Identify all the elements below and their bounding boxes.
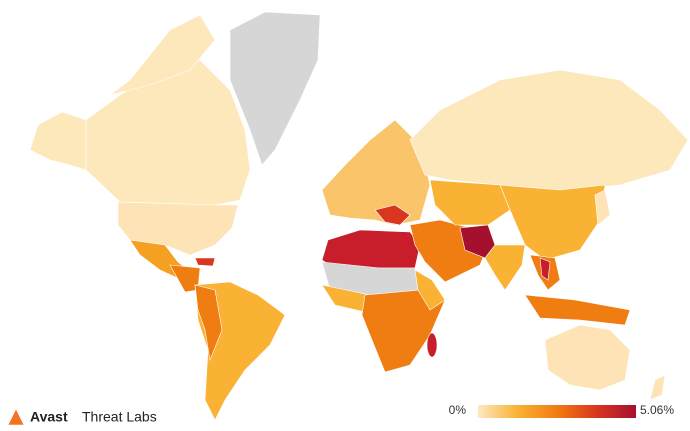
- south-america-west: [194, 284, 223, 362]
- indochina: [539, 257, 551, 281]
- russia: [409, 69, 689, 191]
- europe: [321, 119, 431, 226]
- usa: [117, 201, 239, 256]
- map: [29, 11, 689, 421]
- canada: [85, 59, 251, 206]
- brand: Avast Threat Labs: [7, 408, 157, 426]
- greenland: [229, 11, 321, 166]
- balkans: [374, 204, 411, 226]
- east-africa: [414, 269, 446, 311]
- alaska: [29, 111, 87, 171]
- legend-gradient: [478, 405, 636, 418]
- canada-islands: [109, 14, 216, 96]
- australia: [544, 324, 631, 391]
- islands: [524, 294, 631, 326]
- new-zealand: [649, 374, 666, 401]
- caribbean: [194, 257, 216, 267]
- legend-min: 0%: [449, 403, 467, 417]
- madagascar: [426, 332, 438, 358]
- brand-name: Avast: [30, 409, 68, 425]
- brand-product: Threat Labs: [82, 409, 157, 425]
- south-asia: [484, 244, 526, 291]
- legend-max: 5.06%: [640, 403, 674, 417]
- brand-logo: [7, 408, 25, 426]
- east-asia: [499, 184, 606, 261]
- japan: [594, 189, 611, 226]
- legend: 0% 5.06%: [449, 403, 674, 418]
- central-asia: [429, 179, 511, 226]
